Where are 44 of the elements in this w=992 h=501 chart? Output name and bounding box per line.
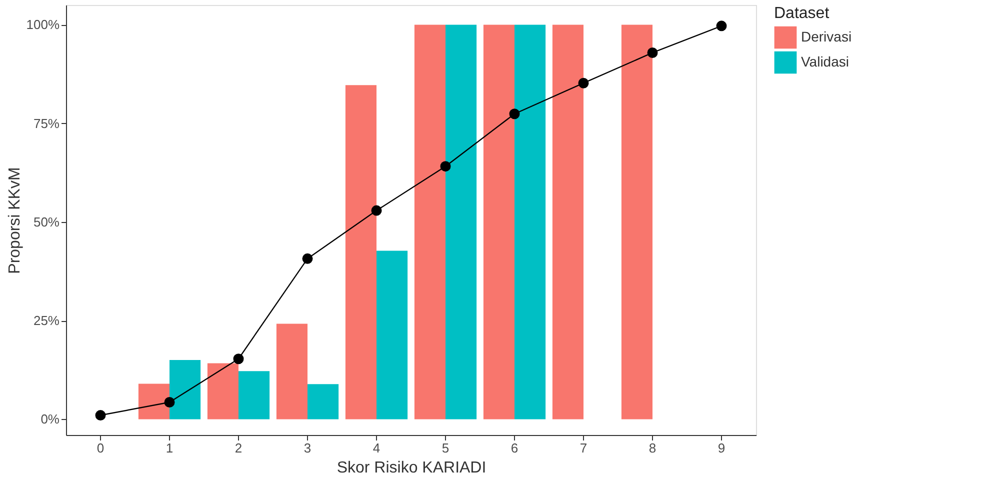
legend-title: Dataset — [774, 5, 830, 22]
bar — [308, 384, 339, 420]
bar — [207, 363, 238, 420]
x-tick-label: 3 — [304, 440, 312, 456]
point — [302, 253, 313, 264]
x-tick-label: 8 — [648, 440, 656, 456]
bar — [414, 24, 446, 420]
bar — [138, 384, 170, 420]
x-tick-label: 1 — [166, 440, 174, 456]
point — [164, 397, 175, 408]
y-axis-title: Proporsi KKvM — [6, 167, 24, 274]
x-tick-label: 6 — [510, 440, 518, 456]
bar — [170, 360, 201, 420]
point — [95, 410, 106, 421]
legend-label: Validasi — [801, 54, 849, 70]
y-tick-label: 0% — [40, 412, 60, 427]
x-tick-label: 4 — [372, 440, 380, 456]
legend-label: Derivasi — [801, 28, 852, 44]
y-tick-label: 100% — [26, 17, 60, 32]
x-tick-label: 9 — [718, 440, 726, 456]
point — [509, 108, 520, 120]
point — [647, 48, 658, 58]
bar — [446, 24, 477, 420]
bar — [376, 250, 408, 420]
y-tick-label: 25% — [33, 313, 60, 328]
y-tick-label: 75% — [33, 116, 60, 131]
bar — [345, 85, 376, 420]
x-tick-label: 7 — [580, 440, 588, 456]
bar — [483, 24, 514, 420]
point — [578, 78, 589, 88]
bar — [514, 24, 546, 420]
point — [233, 354, 244, 364]
bar — [276, 324, 308, 420]
bar — [552, 24, 584, 420]
point — [440, 161, 451, 172]
x-tick-label: 0 — [96, 440, 104, 456]
point — [716, 20, 727, 32]
bar — [621, 24, 652, 420]
x-axis-title: Skor Risiko KARIADI — [336, 460, 486, 476]
y-tick-label: 50% — [33, 214, 60, 230]
x-tick-label: 5 — [442, 440, 450, 456]
point — [371, 205, 382, 216]
x-tick-label: 2 — [234, 440, 242, 456]
bar — [238, 371, 270, 420]
